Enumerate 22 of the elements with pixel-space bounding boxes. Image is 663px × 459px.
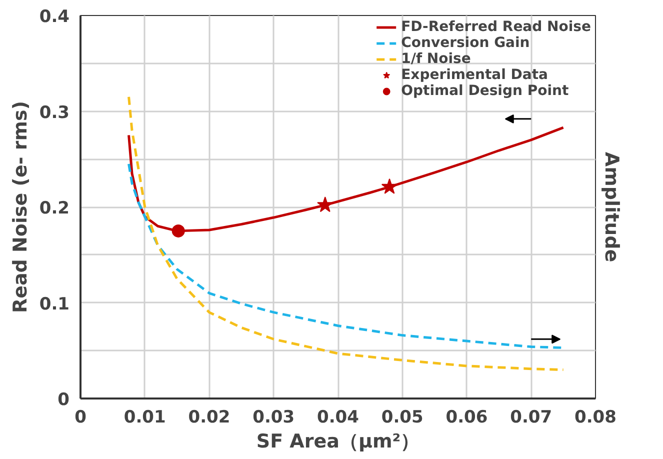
x-tick-label: 0.05 <box>381 408 424 428</box>
y-tick-label: 0 <box>58 390 70 410</box>
y2-axis-title: Amplitude <box>600 152 622 262</box>
x-tick-label: 0 <box>74 408 87 428</box>
y-tick-label: 0.2 <box>39 198 70 218</box>
legend-label: Conversion Gain <box>401 35 530 51</box>
y-axis-title: Read Noise (e- rms) <box>9 100 32 314</box>
x-tick-label: 0.04 <box>317 408 360 428</box>
legend-label: 1/f Noise <box>401 51 471 67</box>
y-tick-label: 0.1 <box>39 294 70 314</box>
x-tick-label: 0.06 <box>446 408 488 428</box>
x-axis-title: SF Area（μm²） <box>256 430 420 452</box>
y-tick-label: 0.4 <box>39 7 70 27</box>
x-tick-label: 0.08 <box>574 408 616 428</box>
legend-label: Experimental Data <box>401 67 548 83</box>
y-tick-label: 0.3 <box>39 102 70 123</box>
x-tick-label: 0.01 <box>124 408 166 428</box>
x-tick-label: 0.03 <box>252 408 295 428</box>
legend-label: FD-Referred Read Noise <box>401 19 591 35</box>
x-tick-label: 0.02 <box>188 408 230 428</box>
legend-label: Optimal Design Point <box>401 83 569 99</box>
x-tick-label: 0.07 <box>510 408 552 428</box>
